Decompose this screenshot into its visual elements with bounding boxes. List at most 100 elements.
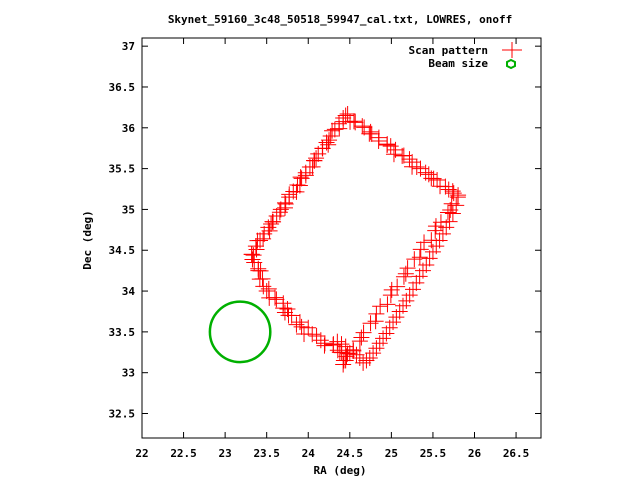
scan-point [296,326,313,343]
y-tick-label: 35.5 [109,163,136,176]
scan-point [444,205,461,222]
x-axis: 22 22.5 23 23.5 24 24.5 25 25.5 26 26.5 [135,38,529,460]
scan-point [442,201,459,218]
scan-point [355,324,372,341]
scan-point [424,243,441,260]
scan-point [246,254,263,271]
x-tick-label: 23.5 [253,447,280,460]
y-tick-label: 34.5 [109,244,136,257]
scan-point [354,118,371,135]
legend: Scan pattern Beam size [409,42,522,70]
scan-point [408,274,425,291]
x-tick-label: 26.5 [503,447,530,460]
x-tick-label: 22 [135,447,148,460]
scan-point [365,345,382,362]
scan-point [263,216,280,233]
x-tick-label: 25.5 [420,447,447,460]
y-tick-label: 32.5 [109,408,136,421]
scan-point [276,199,293,216]
scan-point [255,230,272,247]
scan-point [308,150,325,167]
scan-point [395,268,412,285]
scan-point [425,170,442,187]
scan-point [339,105,356,122]
plot-frame [141,37,542,439]
scan-point [277,196,294,213]
scan-point [440,181,457,198]
scan-point [261,222,278,239]
scan-point [258,283,275,300]
y-tick-label: 36 [122,122,136,135]
scan-point [339,345,356,362]
scan-point [306,152,323,169]
scan-point [355,354,372,371]
scan-point [353,329,370,346]
y-axis-label: Dec (deg) [81,210,94,270]
scan-pattern-series [243,105,467,373]
scan-point [394,147,411,164]
chart-title: Skynet_59160_3c48_50518_59947_cal.txt, L… [168,13,512,26]
scan-point [379,296,396,313]
scan-point [268,291,285,308]
scan-point [325,336,342,353]
scan-point [276,304,293,321]
scan-point [351,333,368,350]
y-tick-label: 33 [122,367,135,380]
scan-point [375,330,392,347]
scan-point [289,176,306,193]
scan-point [345,342,362,359]
y-tick-label: 34 [122,285,136,298]
x-tick-label: 22.5 [170,447,197,460]
scan-point [382,287,399,304]
scan-point [367,313,384,330]
scan-point [382,138,399,155]
scan-point [265,213,282,230]
scan-point [275,300,292,317]
scan-point [408,158,425,175]
scan-point [324,122,341,139]
scan-point [291,177,308,194]
scan-point [432,178,449,195]
scan-point [411,268,428,285]
scan-point [423,232,440,249]
scan-point [401,151,418,168]
scan-point [329,342,346,359]
x-tick-label: 24.5 [337,447,364,460]
scan-point [445,185,462,202]
scan-point [443,195,460,212]
scan-point [448,197,465,214]
scan-point [312,332,329,349]
scan-point [335,352,352,369]
y-tick-label: 33.5 [109,326,136,339]
scan-point [397,265,414,282]
scan-point [318,134,335,151]
scan-point [379,136,396,153]
scan-point [337,107,354,124]
x-tick-label: 25 [385,447,398,460]
scan-point [288,183,305,200]
scan-point [244,251,261,268]
scan-point [421,250,438,267]
scan-point [335,356,352,373]
legend-marker-beam-size [506,58,516,70]
scan-point [450,187,467,204]
legend-marker-scan-pattern [502,42,522,58]
scan-point [368,340,385,357]
scan-point [362,315,379,332]
scan-point [387,141,404,158]
scan-point [427,222,444,239]
x-axis-label: RA (deg) [314,464,367,477]
scan-point [251,271,268,288]
scan-point [337,338,354,355]
x-tick-label: 23 [219,447,232,460]
y-tick-label: 35 [122,203,135,216]
scan-point [371,335,388,352]
scan-point [370,132,387,149]
scan-point [250,260,267,277]
scan-point [406,251,423,268]
series-layer [208,105,467,373]
legend-label-beam-size: Beam size [428,57,488,70]
scan-point [385,146,402,163]
scan-point [434,225,451,242]
